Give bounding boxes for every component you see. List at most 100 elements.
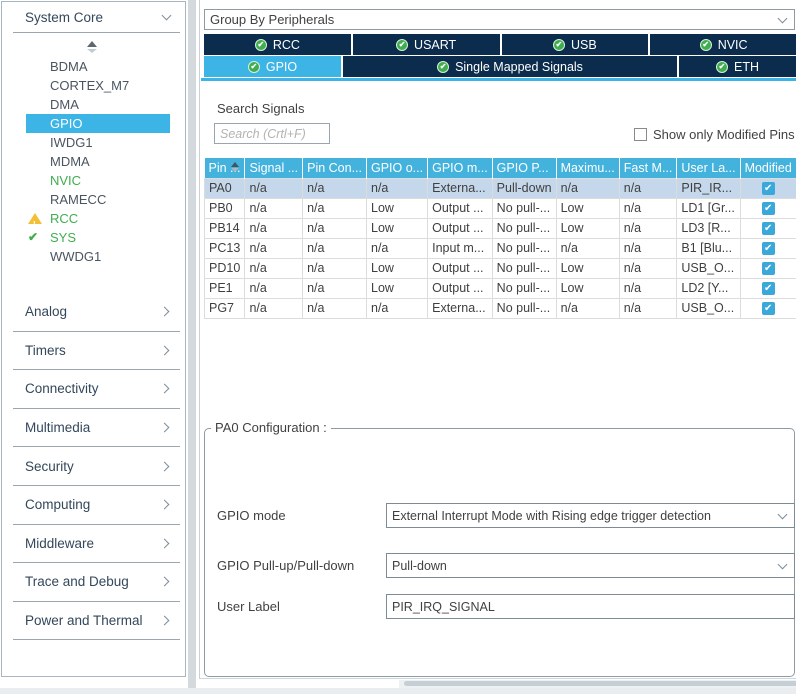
sidebar-category-analog[interactable]: Analog: [13, 293, 180, 332]
sidebar-item-label: BDMA: [50, 59, 88, 74]
show-only-modified-checkbox[interactable]: [634, 128, 647, 141]
table-cell: Output ...: [428, 278, 493, 298]
sidebar-item-mdma[interactable]: MDMA: [26, 152, 170, 171]
sidebar-category-timers[interactable]: Timers: [13, 332, 180, 371]
sidebar-item-cortex-m7[interactable]: CORTEX_M7: [26, 76, 170, 95]
gpio-pull-dropdown[interactable]: Pull-down: [386, 553, 795, 578]
table-cell: n/a: [303, 178, 367, 198]
modified-cell[interactable]: ✔: [740, 258, 796, 278]
sidebar-item-rcc[interactable]: !RCC: [26, 209, 170, 228]
modified-checkbox-checked[interactable]: ✔: [762, 222, 775, 235]
sidebar-scrollbar[interactable]: [188, 0, 196, 694]
modified-cell[interactable]: ✔: [740, 218, 796, 238]
table-cell: LD2 [Y...: [677, 278, 740, 298]
column-header-maximu[interactable]: Maximu...: [556, 158, 619, 178]
user-label-label: User Label: [217, 599, 280, 614]
tab-eth[interactable]: ✔ETH: [679, 56, 796, 77]
category-label: Multimedia: [25, 420, 90, 435]
pin-row-pb14[interactable]: PB14n/an/aLowOutput ...No pull-...Lown/a…: [205, 218, 796, 238]
chevron-right-icon: [160, 577, 170, 587]
sidebar-item-ramecc[interactable]: RAMECC: [26, 190, 170, 209]
modified-checkbox-checked[interactable]: ✔: [762, 262, 775, 275]
table-cell: n/a: [245, 298, 303, 318]
pin-row-pg7[interactable]: PG7n/an/an/aExterna...No pull-...n/an/aU…: [205, 298, 796, 318]
sidebar-category-computing[interactable]: Computing: [13, 486, 180, 525]
sidebar-item-gpio[interactable]: GPIO: [26, 114, 170, 133]
pin-row-pc13[interactable]: PC13n/an/an/aInput m...No pull-...n/an/a…: [205, 238, 796, 258]
show-only-modified-filter[interactable]: Show only Modified Pins: [634, 127, 796, 142]
table-cell: n/a: [303, 198, 367, 218]
sidebar-item-bdma[interactable]: BDMA: [26, 57, 170, 76]
pin-row-pe1[interactable]: PE1n/an/aLowOutput ...No pull-...Lown/aL…: [205, 278, 796, 298]
modified-checkbox-checked[interactable]: ✔: [762, 302, 775, 315]
tab-rcc[interactable]: ✔RCC: [204, 34, 351, 55]
sidebar-item-dma[interactable]: DMA: [26, 95, 170, 114]
modified-checkbox-checked[interactable]: ✔: [762, 182, 775, 195]
table-cell: USB_O...: [677, 258, 740, 278]
modified-checkbox-checked[interactable]: ✔: [762, 202, 775, 215]
sidebar-category-power-and-thermal[interactable]: Power and Thermal: [13, 602, 180, 641]
modified-cell[interactable]: ✔: [740, 278, 796, 298]
column-header-user-la[interactable]: User La...: [677, 158, 740, 178]
tab-gpio[interactable]: ✔GPIO: [204, 56, 341, 77]
table-header-row: Pin ...Signal ...Pin Con...GPIO o...GPIO…: [205, 158, 796, 178]
tab-usart[interactable]: ✔USART: [353, 34, 500, 55]
user-label-input[interactable]: [386, 594, 795, 619]
sidebar-item-label: NVIC: [50, 173, 81, 188]
column-header-gpio-p[interactable]: GPIO P...: [492, 158, 556, 178]
sidebar-item-sys[interactable]: ✔SYS: [26, 228, 170, 247]
search-signals-input[interactable]: [214, 123, 330, 144]
column-header-fast-m[interactable]: Fast M...: [619, 158, 677, 178]
horizontal-scrollbar[interactable]: [399, 680, 796, 688]
modified-checkbox-checked[interactable]: ✔: [762, 282, 775, 295]
sidebar-category-trace-and-debug[interactable]: Trace and Debug: [13, 563, 180, 602]
column-header-pin-con[interactable]: Pin Con...: [303, 158, 367, 178]
horizontal-scrollbar-thumb[interactable]: [404, 681, 796, 686]
tab-single-mapped-signals[interactable]: ✔Single Mapped Signals: [343, 56, 677, 77]
modified-cell[interactable]: ✔: [740, 198, 796, 218]
list-scroll-up-indicator[interactable]: [82, 41, 102, 53]
search-signals-label: Search Signals: [217, 101, 304, 116]
column-header-label: Fast M...: [624, 161, 673, 175]
tab-usb[interactable]: ✔USB: [502, 34, 649, 55]
table-cell: Pull-down: [492, 178, 556, 198]
tab-nvic[interactable]: ✔NVIC: [650, 34, 796, 55]
column-header-modified[interactable]: Modified: [740, 158, 796, 178]
pin-row-pd10[interactable]: PD10n/an/aLowOutput ...No pull-...Lown/a…: [205, 258, 796, 278]
table-cell: n/a: [303, 238, 367, 258]
pa0-configuration-group: PA0 Configuration : GPIO mode External I…: [204, 428, 795, 677]
table-cell: PB14: [205, 218, 245, 238]
tab-label: RCC: [273, 38, 300, 52]
gpio-mode-dropdown[interactable]: External Interrupt Mode with Rising edge…: [386, 503, 795, 528]
column-header-gpio-m[interactable]: GPIO m...: [428, 158, 493, 178]
table-cell: Externa...: [428, 298, 493, 318]
sidebar-item-wwdg1[interactable]: WWDG1: [26, 247, 170, 266]
column-header-pin[interactable]: Pin ...: [205, 158, 245, 178]
chevron-right-icon: [160, 307, 170, 317]
sidebar-section-system-core[interactable]: System Core: [13, 2, 180, 33]
peripheral-tabs-row-1: ✔RCC✔USART✔USB✔NVIC: [204, 34, 796, 55]
table-cell: No pull-...: [492, 298, 556, 318]
modified-checkbox-checked[interactable]: ✔: [762, 242, 775, 255]
group-by-dropdown[interactable]: Group By Peripherals: [204, 9, 795, 30]
configured-check-icon: ✔: [248, 61, 260, 73]
column-header-signal[interactable]: Signal ...: [245, 158, 303, 178]
modified-cell[interactable]: ✔: [740, 178, 796, 198]
sidebar-item-iwdg1[interactable]: IWDG1: [26, 133, 170, 152]
table-cell: Low: [367, 218, 428, 238]
sidebar-category-middleware[interactable]: Middleware: [13, 525, 180, 564]
pin-row-pa0[interactable]: PA0n/an/an/aExterna...Pull-downn/an/aPIR…: [205, 178, 796, 198]
sidebar-item-label: DMA: [50, 97, 79, 112]
modified-cell[interactable]: ✔: [740, 298, 796, 318]
sidebar-category-connectivity[interactable]: Connectivity: [13, 370, 180, 409]
column-header-gpio-o[interactable]: GPIO o...: [367, 158, 428, 178]
sidebar-item-nvic[interactable]: NVIC: [26, 171, 170, 190]
pin-row-pb0[interactable]: PB0n/an/aLowOutput ...No pull-...Lown/aL…: [205, 198, 796, 218]
sidebar-category-multimedia[interactable]: Multimedia: [13, 409, 180, 448]
table-cell: Externa...: [428, 178, 493, 198]
modified-cell[interactable]: ✔: [740, 238, 796, 258]
sidebar-category-security[interactable]: Security: [13, 447, 180, 486]
table-cell: PG7: [205, 298, 245, 318]
table-cell: Low: [367, 278, 428, 298]
table-cell: No pull-...: [492, 278, 556, 298]
